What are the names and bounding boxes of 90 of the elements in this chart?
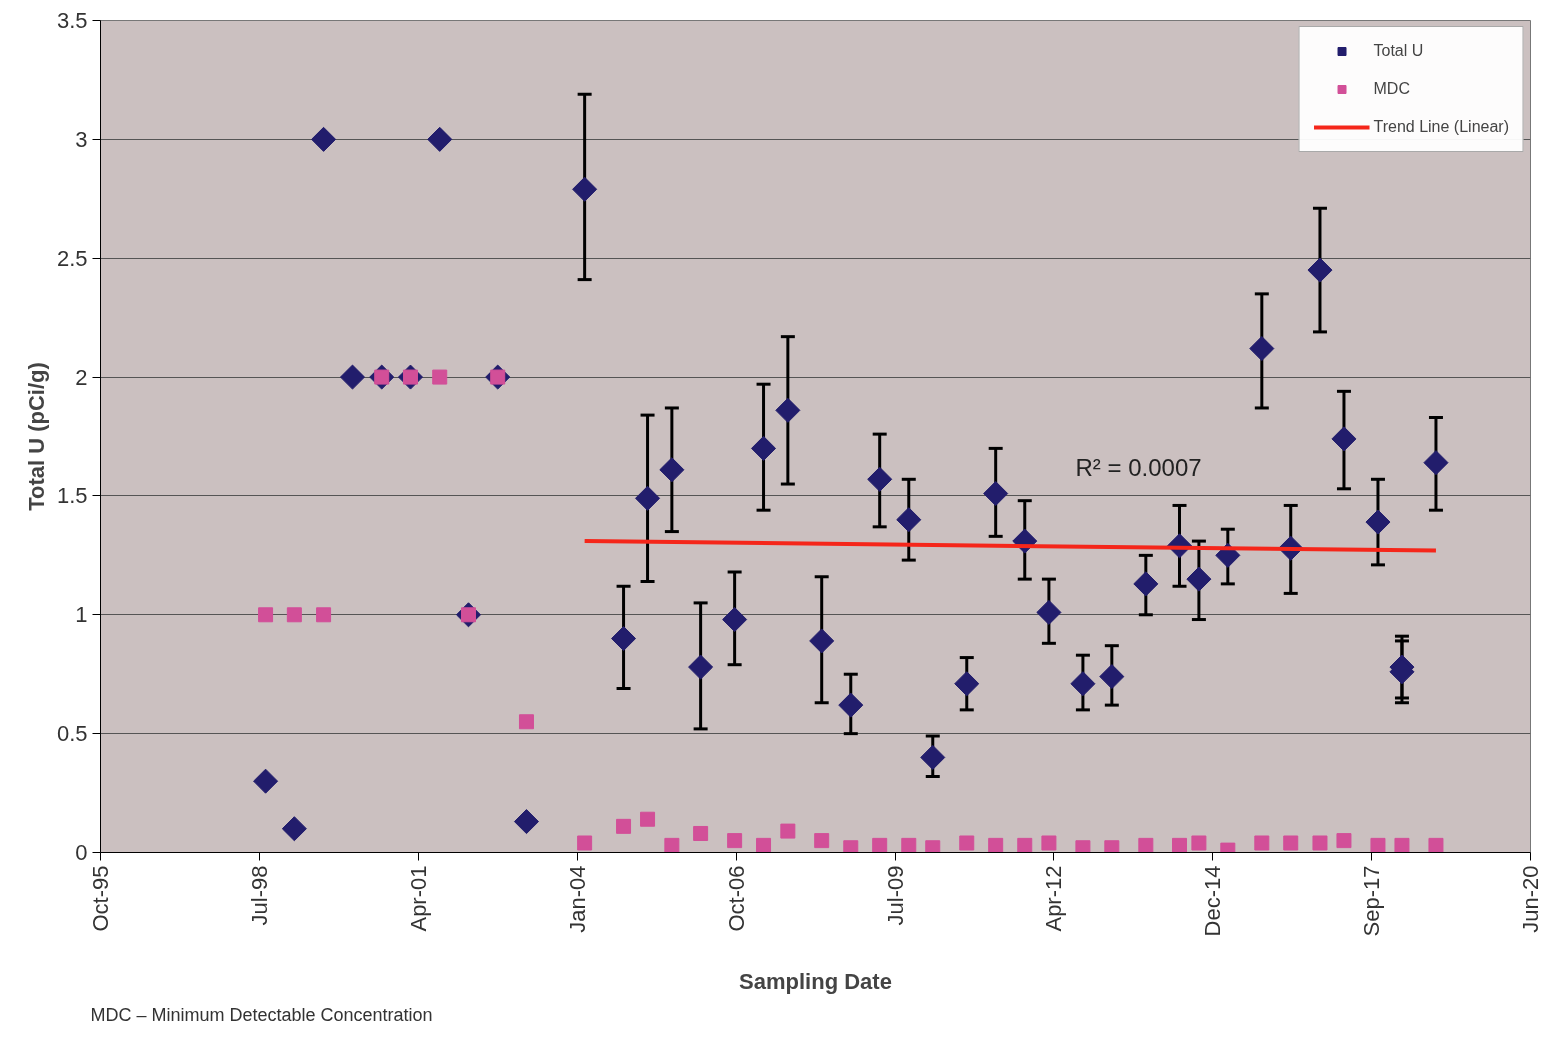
y-tick-label: 0.5 bbox=[56, 721, 88, 747]
x-tick-label: Jul-98 bbox=[246, 865, 272, 926]
point bbox=[693, 825, 709, 841]
point bbox=[664, 837, 680, 853]
legend-label: Trend Line (Linear) bbox=[1373, 118, 1509, 136]
point bbox=[1307, 257, 1333, 283]
x-tick-label: Jan-04 bbox=[564, 865, 590, 933]
point bbox=[727, 833, 743, 849]
point bbox=[1312, 835, 1328, 851]
point bbox=[775, 397, 801, 423]
x-tick-label: Apr-12 bbox=[1041, 865, 1067, 932]
point bbox=[659, 457, 685, 483]
point bbox=[1186, 566, 1212, 592]
point bbox=[780, 823, 796, 839]
point bbox=[988, 837, 1004, 853]
y-tick-label: 1.5 bbox=[56, 483, 88, 509]
point bbox=[339, 364, 366, 390]
point bbox=[611, 626, 637, 652]
point bbox=[1423, 450, 1449, 476]
x-tick-label: Dec-14 bbox=[1200, 865, 1226, 937]
point bbox=[843, 840, 859, 853]
point bbox=[577, 835, 593, 851]
text: MDC – Minimum Detectable Concentration bbox=[90, 1004, 433, 1025]
point bbox=[1394, 837, 1410, 853]
point bbox=[1336, 833, 1352, 849]
x-tick-label: Oct-06 bbox=[723, 865, 749, 932]
legend-label: MDC bbox=[1373, 80, 1410, 98]
point bbox=[809, 628, 835, 654]
point bbox=[253, 768, 279, 794]
point bbox=[1041, 835, 1057, 851]
x-tick-label: Apr-01 bbox=[405, 865, 431, 932]
point bbox=[1075, 840, 1091, 853]
point bbox=[838, 692, 864, 718]
point bbox=[1365, 509, 1391, 535]
legend-label: Total U bbox=[1373, 42, 1424, 60]
point bbox=[1191, 835, 1207, 851]
x-tick-label: Jul-09 bbox=[882, 865, 908, 926]
point bbox=[872, 837, 888, 853]
point bbox=[1172, 837, 1188, 853]
point bbox=[959, 835, 975, 851]
point bbox=[1254, 835, 1270, 851]
x-tick-label: Sep-17 bbox=[1359, 865, 1385, 937]
point bbox=[954, 671, 980, 697]
point bbox=[751, 435, 777, 461]
point bbox=[925, 840, 941, 853]
point bbox=[1428, 837, 1444, 853]
point bbox=[814, 833, 830, 849]
point bbox=[1070, 671, 1096, 697]
y-axis-title: Total U (pCi/g) bbox=[23, 362, 49, 511]
point bbox=[1133, 571, 1159, 597]
point bbox=[316, 607, 332, 623]
point bbox=[1370, 837, 1386, 853]
point bbox=[281, 816, 307, 842]
point bbox=[518, 714, 534, 730]
x-axis-title: Sampling Date bbox=[739, 969, 892, 995]
point bbox=[901, 837, 917, 853]
y-tick-label: 2 bbox=[75, 364, 88, 390]
point bbox=[286, 607, 302, 623]
y-tick-label: 3.5 bbox=[56, 8, 88, 33]
point bbox=[311, 126, 337, 152]
y-tick-label: 2.5 bbox=[56, 245, 88, 271]
point bbox=[1099, 664, 1125, 690]
point bbox=[1017, 837, 1033, 853]
x-tick-label: Jun-20 bbox=[1518, 865, 1543, 933]
point bbox=[1138, 837, 1154, 853]
y-tick-label: 3 bbox=[75, 126, 88, 152]
point bbox=[1036, 599, 1062, 625]
y-tick-label: 1 bbox=[75, 602, 88, 628]
point bbox=[722, 607, 748, 633]
point bbox=[896, 507, 922, 533]
point bbox=[1104, 840, 1120, 853]
point bbox=[640, 811, 656, 827]
point bbox=[1249, 336, 1275, 362]
x-tick-label: Oct-95 bbox=[88, 865, 113, 932]
point bbox=[867, 466, 893, 492]
point bbox=[572, 176, 598, 202]
point bbox=[1283, 835, 1299, 851]
point bbox=[983, 481, 1009, 507]
point bbox=[432, 369, 448, 385]
point bbox=[635, 485, 661, 511]
point bbox=[258, 607, 274, 623]
point bbox=[427, 126, 453, 152]
point bbox=[688, 654, 714, 680]
point bbox=[1331, 426, 1357, 452]
point bbox=[513, 809, 539, 835]
y-tick-label: 0 bbox=[75, 840, 88, 865]
point bbox=[920, 744, 946, 770]
annotation: R² = 0.0007 bbox=[1075, 453, 1202, 481]
point bbox=[756, 837, 772, 853]
point bbox=[616, 818, 632, 834]
